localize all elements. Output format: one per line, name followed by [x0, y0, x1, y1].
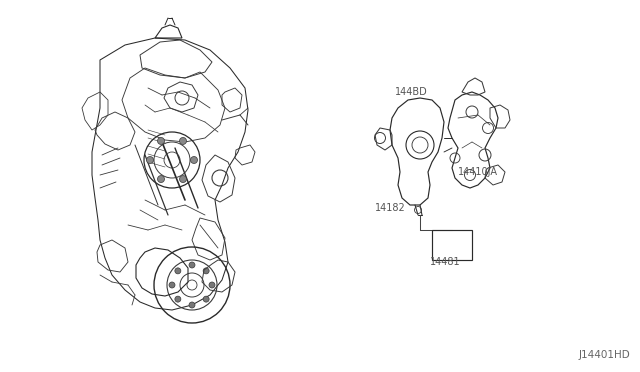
Text: 14182: 14182	[375, 203, 406, 213]
Circle shape	[157, 176, 164, 183]
Text: 14481: 14481	[430, 257, 461, 267]
Circle shape	[147, 157, 154, 164]
Circle shape	[179, 137, 186, 144]
Circle shape	[157, 137, 164, 144]
Circle shape	[191, 157, 198, 164]
Circle shape	[179, 176, 186, 183]
Text: J14401HD: J14401HD	[579, 350, 630, 360]
Circle shape	[175, 296, 181, 302]
Circle shape	[189, 262, 195, 268]
Circle shape	[169, 282, 175, 288]
Text: 144BD: 144BD	[395, 87, 428, 97]
Circle shape	[203, 268, 209, 274]
Circle shape	[209, 282, 215, 288]
Circle shape	[203, 296, 209, 302]
Circle shape	[189, 302, 195, 308]
Text: 14410JA: 14410JA	[458, 167, 498, 177]
Circle shape	[175, 268, 181, 274]
